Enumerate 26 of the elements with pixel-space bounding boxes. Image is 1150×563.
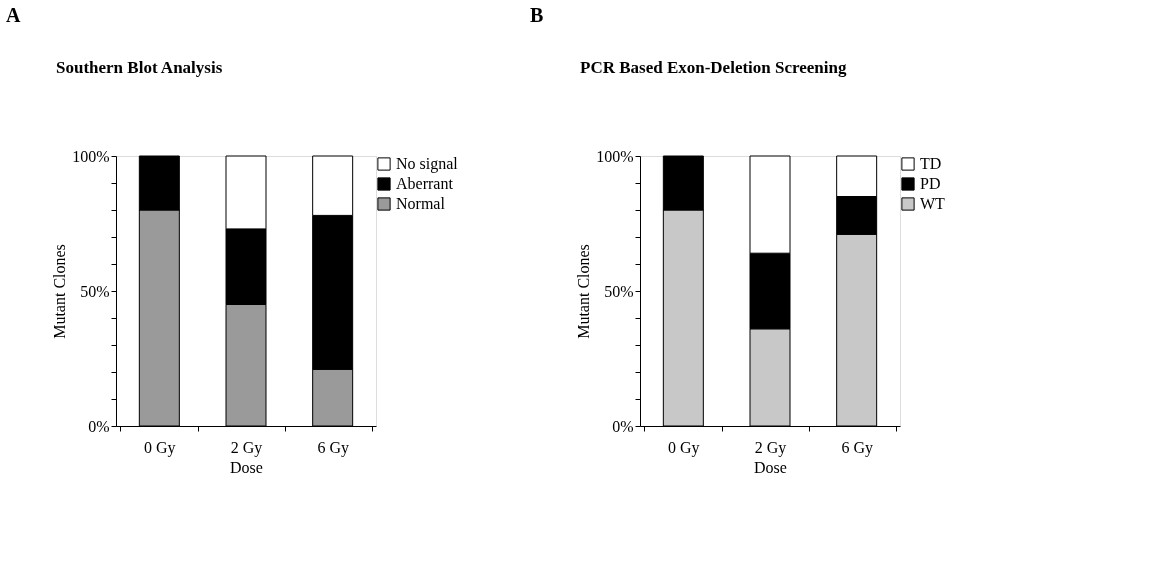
y-tick-label: 100% — [72, 147, 110, 165]
legend-label: PD — [920, 175, 941, 192]
x-axis-title: Dose — [230, 458, 263, 476]
x-tick-label: 6 Gy — [317, 438, 349, 457]
y-tick-label: 50% — [80, 282, 110, 300]
y-axis-title: Mutant Clones — [575, 244, 593, 339]
legend-label: WT — [920, 195, 946, 212]
text: A — [6, 4, 21, 26]
text: B — [530, 4, 544, 26]
x-tick-label: 0 Gy — [668, 438, 700, 457]
x-tick-label: 2 Gy — [754, 438, 787, 457]
y-tick-label: 0% — [612, 417, 634, 435]
chart-title: Southern Blot Analysis — [56, 58, 223, 77]
chart-title: PCR Based Exon-Deletion Screening — [580, 58, 847, 77]
x-tick-label: 6 Gy — [841, 438, 873, 457]
x-tick-label: 2 Gy — [230, 438, 263, 457]
legend-label: TD — [920, 155, 942, 172]
x-tick-label: 0 Gy — [144, 438, 176, 457]
legend-label: Aberrant — [396, 175, 454, 192]
y-axis-title: Mutant Clones — [51, 244, 69, 339]
y-tick-label: 50% — [604, 282, 634, 300]
legend-label: No signal — [396, 155, 459, 173]
legend-label: Normal — [396, 195, 446, 212]
y-tick-label: 0% — [88, 417, 110, 435]
y-tick-label: 100% — [596, 147, 634, 165]
x-axis-title: Dose — [754, 458, 787, 476]
